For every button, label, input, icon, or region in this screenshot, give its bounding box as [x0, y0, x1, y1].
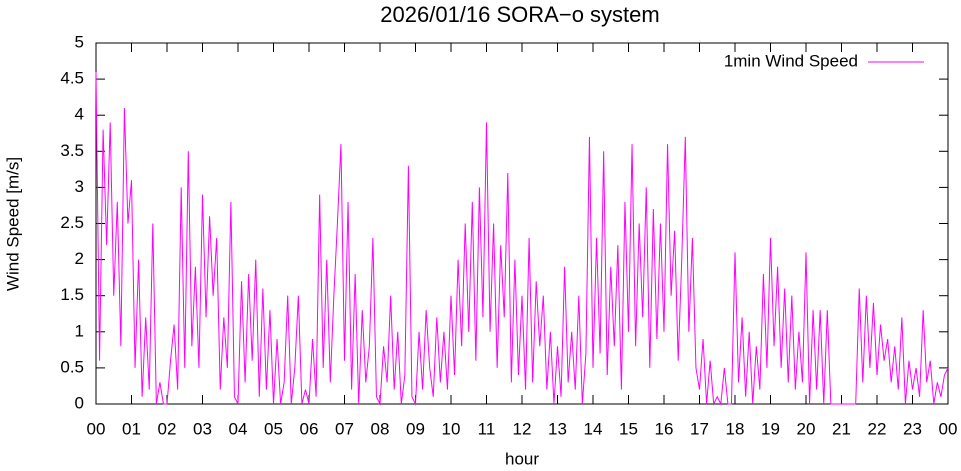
- x-tick-label: 01: [122, 419, 141, 438]
- x-tick-label: 08: [371, 419, 390, 438]
- x-tick-label: 02: [158, 419, 177, 438]
- x-tick-label: 23: [903, 419, 922, 438]
- x-tick-label: 09: [406, 419, 425, 438]
- x-tick-label: 03: [193, 419, 212, 438]
- x-tick-label: 16: [655, 419, 674, 438]
- legend-label: 1min Wind Speed: [724, 51, 858, 70]
- y-tick-label: 4.5: [60, 69, 84, 88]
- plot-frame: [95, 42, 949, 405]
- y-axis-label: Wind Speed [m/s]: [3, 157, 22, 291]
- y-tick-label: 1.5: [60, 285, 84, 304]
- x-tick-label: 10: [442, 419, 461, 438]
- x-tick-label: 17: [690, 419, 709, 438]
- x-tick-label: 14: [584, 419, 603, 438]
- x-tick-label: 15: [619, 419, 638, 438]
- x-tick-label: 11: [478, 419, 496, 438]
- y-tick-label: 3: [75, 177, 84, 196]
- y-tick-label: 0.5: [60, 357, 84, 376]
- x-tick-label: 12: [513, 419, 532, 438]
- y-tick-label: 0: [75, 393, 84, 412]
- x-tick-label: 05: [264, 419, 283, 438]
- y-tick-label: 4: [75, 105, 84, 124]
- x-tick-label: 04: [229, 419, 248, 438]
- y-tick-label: 2: [75, 249, 84, 268]
- x-tick-label: 07: [335, 419, 354, 438]
- y-tick-label: 2.5: [60, 213, 84, 232]
- data-line: [95, 71, 949, 406]
- chart-title: 2026/01/16 SORA−o system: [380, 2, 659, 27]
- y-tick-label: 1: [75, 321, 84, 340]
- y-tick-label: 3.5: [60, 141, 84, 160]
- x-tick-label: 20: [797, 419, 816, 438]
- x-tick-label: 18: [726, 419, 745, 438]
- y-tick-label: 5: [75, 32, 84, 51]
- x-axis-label: hour: [505, 449, 539, 468]
- x-tick-label: 06: [300, 419, 319, 438]
- x-tick-label: 19: [761, 419, 780, 438]
- x-tick-label: 13: [548, 419, 567, 438]
- x-tick-label: 00: [87, 419, 106, 438]
- x-tick-label: 21: [832, 419, 851, 438]
- x-tick-label: 00: [939, 419, 958, 438]
- x-tick-label: 22: [868, 419, 887, 438]
